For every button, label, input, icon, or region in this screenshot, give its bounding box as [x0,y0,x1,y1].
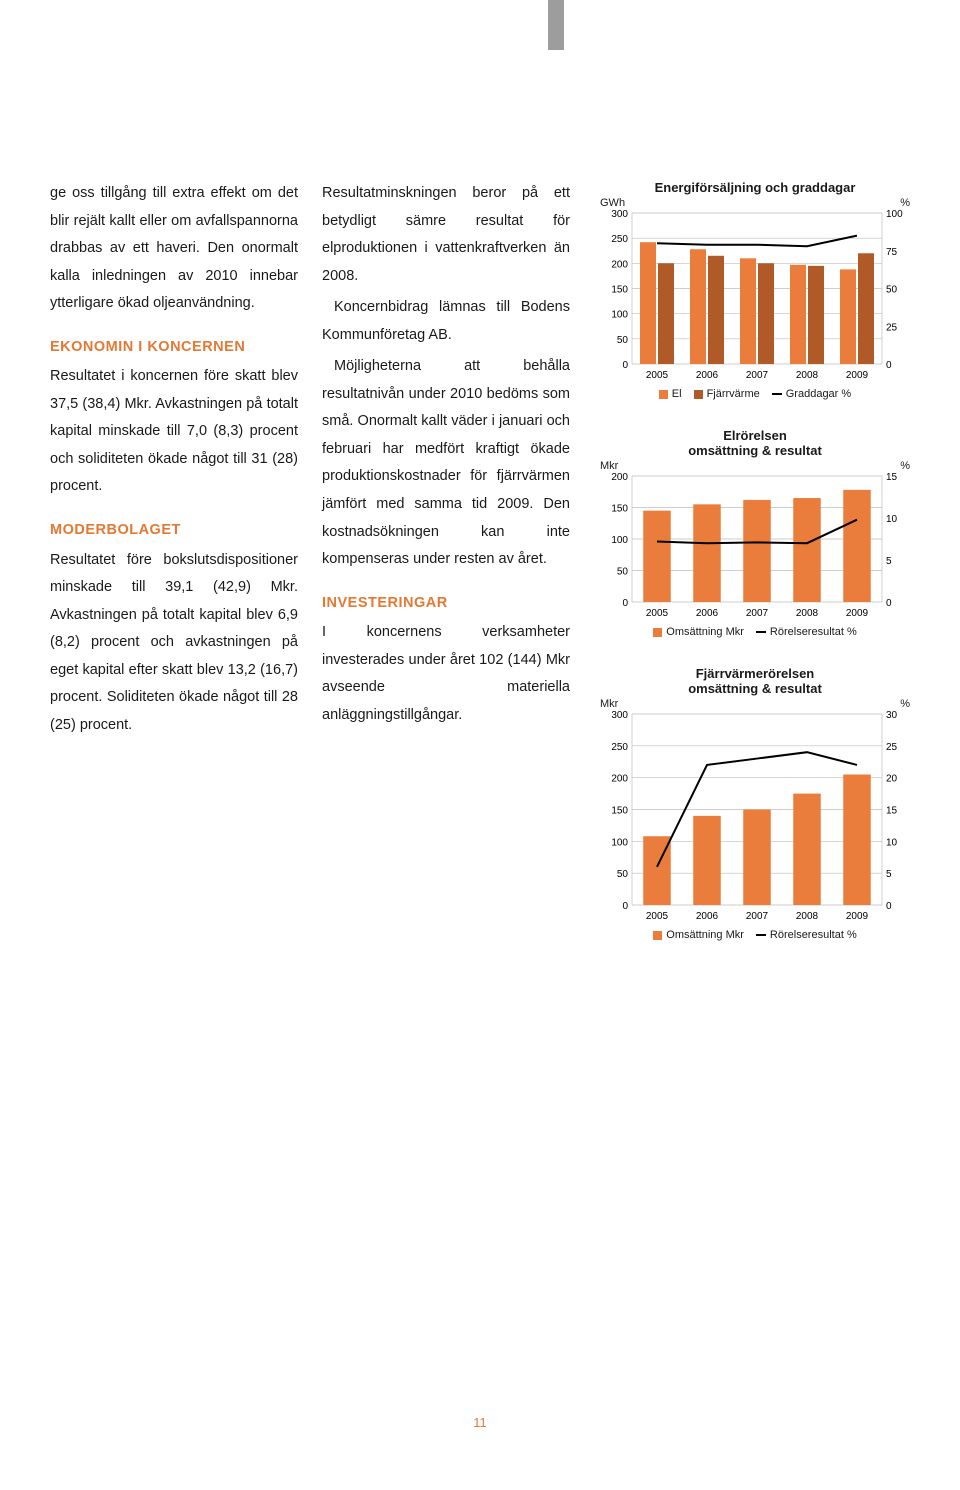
svg-text:100: 100 [611,837,628,848]
svg-text:10: 10 [886,837,898,848]
svg-text:2009: 2009 [846,608,869,619]
chart-svg: 0 50 100 150 200 250 300 0 5 10 15 20 25 30 2005 2006 20… [600,700,910,925]
svg-text:30: 30 [886,710,898,721]
paragraph: Möjligheterna att behålla resultatnivån … [322,353,570,573]
svg-text:100: 100 [611,535,628,546]
svg-text:200: 200 [611,472,628,483]
chart-legend: ElFjärrvärmeGraddagar % [600,388,910,400]
paragraph: Resultatminskningen beror på ett betydli… [322,180,570,290]
chart-svg: 0 50 100 150 200 250 300 0 25 50 75 100 2005 2006 2007… [600,199,910,384]
svg-text:10: 10 [886,514,898,525]
svg-text:250: 250 [611,234,628,245]
svg-text:300: 300 [611,209,628,220]
svg-text:2007: 2007 [746,608,769,619]
charts-column: Energiförsäljning och graddagar GWh % 0 5… [594,180,910,969]
svg-text:50: 50 [617,869,629,880]
svg-text:2005: 2005 [646,370,669,381]
paragraph: I koncernens verksamheter investerades u… [322,619,570,729]
svg-text:50: 50 [617,567,629,578]
svg-text:200: 200 [611,259,628,270]
svg-text:2008: 2008 [796,608,819,619]
svg-text:75: 75 [886,247,898,258]
page-edge-tab [548,0,564,50]
section-heading: MODERBOLAGET [50,517,298,545]
page-number: 11 [0,1415,960,1430]
svg-text:150: 150 [611,285,628,296]
chart-title: Fjärrvärmerörelsenomsättning & resultat [600,666,910,696]
svg-text:2008: 2008 [796,370,819,381]
svg-text:0: 0 [622,901,628,912]
svg-text:2005: 2005 [646,608,669,619]
section-heading: INVESTERINGAR [322,590,570,618]
axis-unit-right: % [900,460,910,472]
svg-text:15: 15 [886,472,898,483]
svg-text:20: 20 [886,774,898,785]
chart-legend: Omsättning MkrRörelseresultat % [600,929,910,941]
svg-text:300: 300 [611,710,628,721]
chart-heat-revenue: Fjärrvärmerörelsenomsättning & resultat … [600,666,910,941]
svg-text:2007: 2007 [746,911,769,922]
svg-text:150: 150 [611,806,628,817]
svg-text:5: 5 [886,869,892,880]
svg-text:2008: 2008 [796,911,819,922]
svg-text:2005: 2005 [646,911,669,922]
content-row: ge oss tillgång till extra effekt om det… [50,180,910,969]
chart-title: Elrörelsenomsättning & resultat [600,428,910,458]
chart-el-revenue: Elrörelsenomsättning & resultat Mkr % 0 5… [600,428,910,638]
svg-text:50: 50 [617,335,629,346]
svg-text:2007: 2007 [746,370,769,381]
svg-text:2006: 2006 [696,370,719,381]
svg-text:5: 5 [886,556,892,567]
svg-text:0: 0 [622,360,628,371]
axis-unit-left: Mkr [600,698,618,710]
text-column-2: Resultatminskningen beror på ett betydli… [322,180,570,969]
svg-text:25: 25 [886,742,898,753]
paragraph: Resultatet före bokslutsdispositioner mi… [50,547,298,740]
paragraph: Koncernbidrag lämnas till Bodens Kommunf… [322,294,570,349]
svg-text:100: 100 [886,209,903,220]
chart-svg: 0 50 100 150 200 0 5 10 15 2005 2006 2007 2008 2009 [600,462,910,622]
svg-text:0: 0 [886,360,892,371]
chart-title: Energiförsäljning och graddagar [600,180,910,195]
svg-text:200: 200 [611,774,628,785]
svg-text:15: 15 [886,806,898,817]
axis-unit-right: % [900,698,910,710]
svg-text:2009: 2009 [846,911,869,922]
svg-text:0: 0 [886,598,892,609]
svg-text:25: 25 [886,322,898,333]
paragraph: Resultatet i koncernen före skatt blev 3… [50,363,298,501]
chart-legend: Omsättning MkrRörelseresultat % [600,626,910,638]
svg-text:0: 0 [886,901,892,912]
chart-energy-sales: Energiförsäljning och graddagar GWh % 0 5… [600,180,910,400]
axis-unit-left: Mkr [600,460,618,472]
svg-text:50: 50 [886,285,898,296]
svg-text:0: 0 [622,598,628,609]
axis-unit-right: % [900,197,910,209]
svg-text:100: 100 [611,310,628,321]
svg-text:250: 250 [611,742,628,753]
paragraph: ge oss tillgång till extra effekt om det… [50,180,298,318]
svg-text:2006: 2006 [696,911,719,922]
svg-text:2009: 2009 [846,370,869,381]
svg-text:150: 150 [611,504,628,515]
section-heading: EKONOMIN I KONCERNEN [50,334,298,362]
text-column-1: ge oss tillgång till extra effekt om det… [50,180,298,969]
axis-unit-left: GWh [600,197,625,209]
svg-text:2006: 2006 [696,608,719,619]
